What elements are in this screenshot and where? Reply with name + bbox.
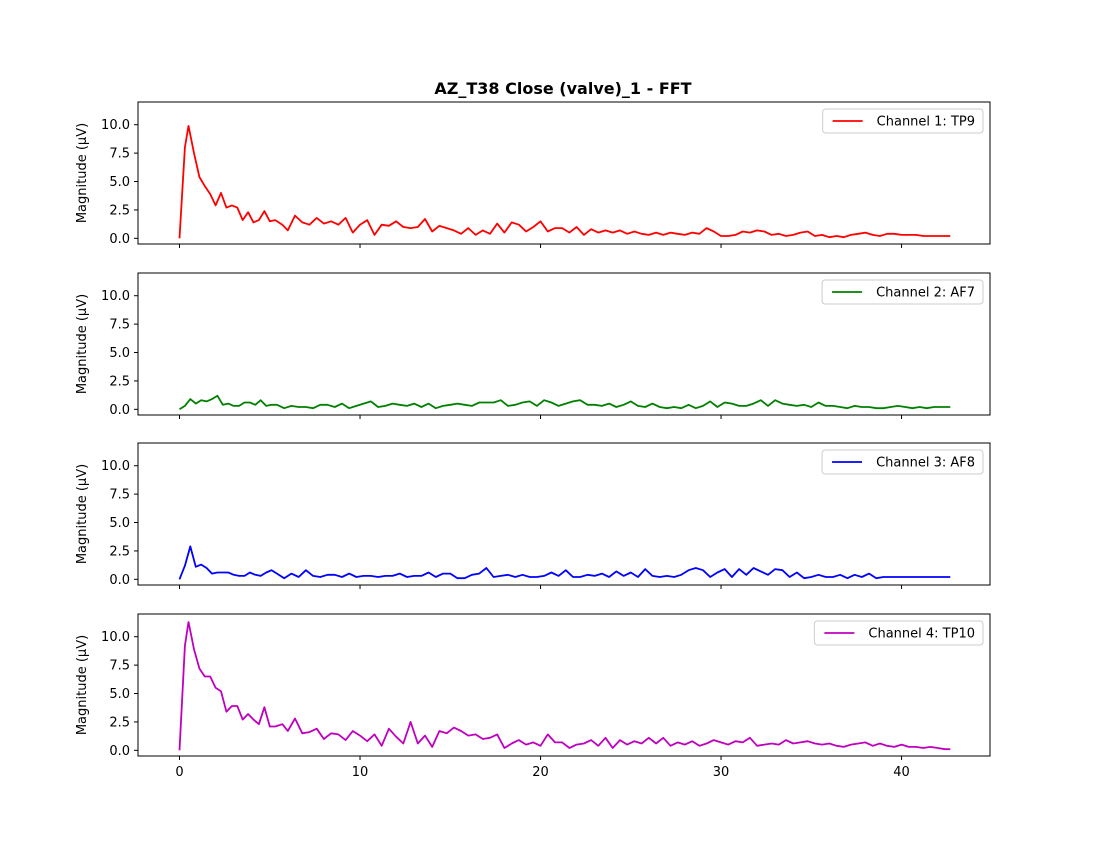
legend: Channel 4: TP10 — [813, 620, 984, 646]
y-tick-label: 10.0 — [101, 630, 130, 645]
subplot-2: 0.0 2.5 5.0 7.5 10.0 Magnitude (μV) Channel 2:… — [75, 272, 991, 419]
subplot-panels: 0.0 2.5 5.0 7.5 10.0 Magnitude (μV) Channel 1:… — [75, 101, 991, 780]
legend-label: Channel 2: AF7 — [876, 286, 975, 301]
x-tick-label: 30 — [713, 765, 730, 780]
y-tick-label: 7.5 — [109, 318, 130, 333]
x-tick-label: 20 — [532, 765, 549, 780]
series-line-channel-1 — [178, 125, 951, 239]
legend: Channel 1: TP9 — [822, 108, 984, 134]
subplot-3: 0.0 2.5 5.0 7.5 10.0 Magnitude (μV) Channel 3:… — [75, 442, 991, 589]
y-tick-label: 10.0 — [101, 118, 130, 133]
y-tick-label: 5.0 — [109, 516, 130, 531]
legend-label: Channel 1: TP9 — [877, 115, 975, 130]
legend-box — [813, 620, 984, 646]
legend-label: Channel 3: AF8 — [876, 456, 975, 471]
y-tick-label: 7.5 — [109, 488, 130, 503]
legend: Channel 2: AF7 — [821, 279, 984, 305]
y-tick-label: 0.0 — [109, 403, 130, 418]
series-line-channel-3 — [178, 545, 951, 580]
y-tick-label: 7.5 — [109, 147, 130, 162]
chart-title: AZ_T38 Close (valve)_1 - FFT — [434, 79, 691, 98]
y-axis-label: Magnitude (μV) — [75, 294, 90, 394]
y-tick-label: 2.5 — [109, 715, 130, 730]
x-tick-label: 10 — [352, 765, 369, 780]
axes-frame — [137, 442, 991, 586]
subplot-4: 0.0 2.5 5.0 7.5 10.0 0 10 20 30 40 Magnitude (μV) C… — [75, 613, 991, 780]
y-tick-label: 2.5 — [109, 374, 130, 389]
legend-box — [821, 279, 984, 305]
axes-frame — [137, 272, 991, 416]
y-tick-label: 0.0 — [109, 573, 130, 588]
subplot-1: 0.0 2.5 5.0 7.5 10.0 Magnitude (μV) Channel 1:… — [75, 101, 991, 248]
legend: Channel 3: AF8 — [821, 449, 984, 475]
y-tick-label: 7.5 — [109, 659, 130, 674]
y-tick-label: 2.5 — [109, 203, 130, 218]
axes-frame — [137, 613, 991, 757]
y-tick-label: 0.0 — [109, 232, 130, 247]
y-axis-label: Magnitude (μV) — [75, 123, 90, 223]
legend-box — [821, 449, 984, 475]
y-tick-label: 5.0 — [109, 687, 130, 702]
y-axis-label: Magnitude (μV) — [75, 635, 90, 735]
y-tick-label: 2.5 — [109, 544, 130, 559]
y-tick-label: 5.0 — [109, 346, 130, 361]
legend-box — [822, 108, 984, 134]
series-line-channel-4 — [178, 621, 951, 751]
series-line-channel-2 — [179, 394, 951, 411]
x-tick-label: 40 — [893, 765, 910, 780]
y-tick-label: 5.0 — [109, 175, 130, 190]
y-axis-label: Magnitude (μV) — [75, 464, 90, 564]
axes-frame — [137, 101, 991, 245]
x-tick-label: 0 — [175, 765, 183, 780]
y-tick-label: 10.0 — [101, 289, 130, 304]
y-tick-label: 0.0 — [109, 744, 130, 759]
y-tick-label: 10.0 — [101, 459, 130, 474]
legend-label: Channel 4: TP10 — [868, 627, 975, 642]
